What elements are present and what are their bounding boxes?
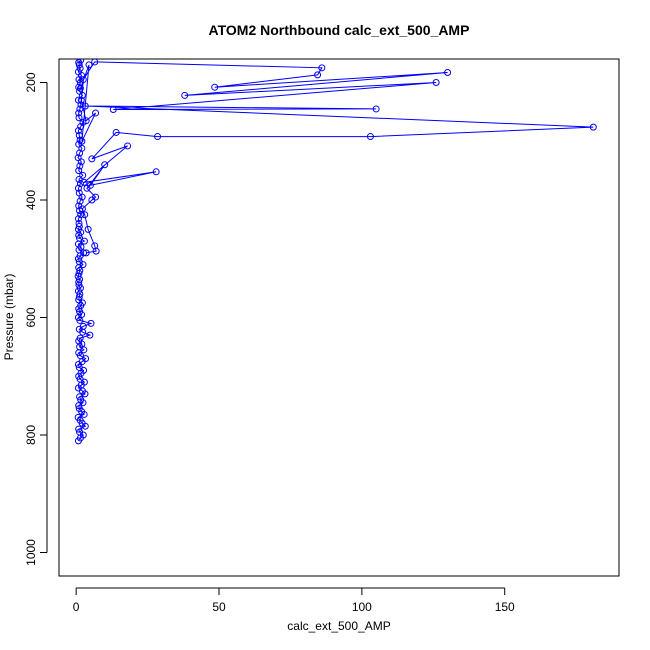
data-point [366,133,374,141]
data-point [372,105,380,113]
data-point [79,322,87,330]
data-point [74,413,82,421]
data-point [91,59,99,66]
data-point [74,96,82,104]
data-point [211,83,219,91]
y-axis: 200 400 600 800 1000 [24,72,48,566]
data-point [76,393,84,401]
series-layer [74,59,597,445]
data-point [76,105,84,113]
x-tick-label: 150 [495,600,515,614]
data-point [75,405,83,413]
x-axis-label: calc_ext_500_AMP [287,619,390,633]
data-point [314,71,322,79]
data-point [74,68,82,76]
data-point [76,207,84,215]
data-point [75,140,83,148]
x-tick-label: 100 [352,600,372,614]
data-point [92,193,100,201]
data-point [77,123,85,131]
data-point [77,59,85,64]
data-point [74,184,82,192]
data-point [75,425,83,433]
data-point [75,114,83,122]
chart-title: ATOM2 Northbound calc_ext_500_AMP [209,22,470,38]
y-axis-label: Pressure (mbar) [2,274,16,361]
data-point [75,131,83,139]
data-point [76,428,84,436]
data-point [152,168,160,176]
data-point [101,161,109,169]
data-point [81,102,89,110]
data-point [91,242,99,250]
data-point [75,175,83,183]
data-point [81,211,89,219]
data-point [75,363,83,371]
series-group [74,59,597,445]
x-tick-label: 50 [212,600,226,614]
y-tick-label: 400 [24,190,38,210]
data-point [75,109,83,117]
data-point [74,127,82,135]
data-point [84,225,92,233]
data-point [74,154,82,162]
y-tick-label: 1000 [24,539,38,566]
data-point [79,118,87,126]
data-point [80,178,88,186]
plot-area-frame [58,58,620,577]
data-point [75,220,83,227]
y-tick-label: 600 [24,307,38,327]
data-point [82,355,90,363]
data-point [112,128,120,136]
data-point [109,106,117,114]
data-point [76,334,84,342]
data-point [82,249,90,257]
data-point [589,123,597,131]
data-point [154,133,162,141]
data-point [76,136,84,144]
data-point [444,69,452,77]
data-point [74,215,82,223]
data-point [124,142,132,150]
data-point [86,181,94,189]
data-point [75,83,83,91]
data-point [76,162,84,170]
data-point [85,61,93,69]
x-tick-label: 0 [73,600,80,614]
data-point [87,319,95,327]
data-point [77,211,85,219]
y-tick-label: 200 [24,72,38,92]
data-point [181,91,189,99]
y-tick-label: 800 [24,425,38,445]
x-axis: 0 50 100 150 [73,587,515,614]
data-point [75,167,83,175]
data-point [76,180,84,188]
data-point [75,189,83,197]
data-point [92,109,100,117]
series-line [77,59,84,224]
data-point [76,87,84,95]
data-point [318,64,326,72]
data-point [86,331,94,339]
data-point [75,202,83,210]
data-point [75,59,83,67]
data-point [76,197,84,205]
data-point [79,171,87,179]
data-point [88,155,96,163]
data-point [432,79,440,86]
